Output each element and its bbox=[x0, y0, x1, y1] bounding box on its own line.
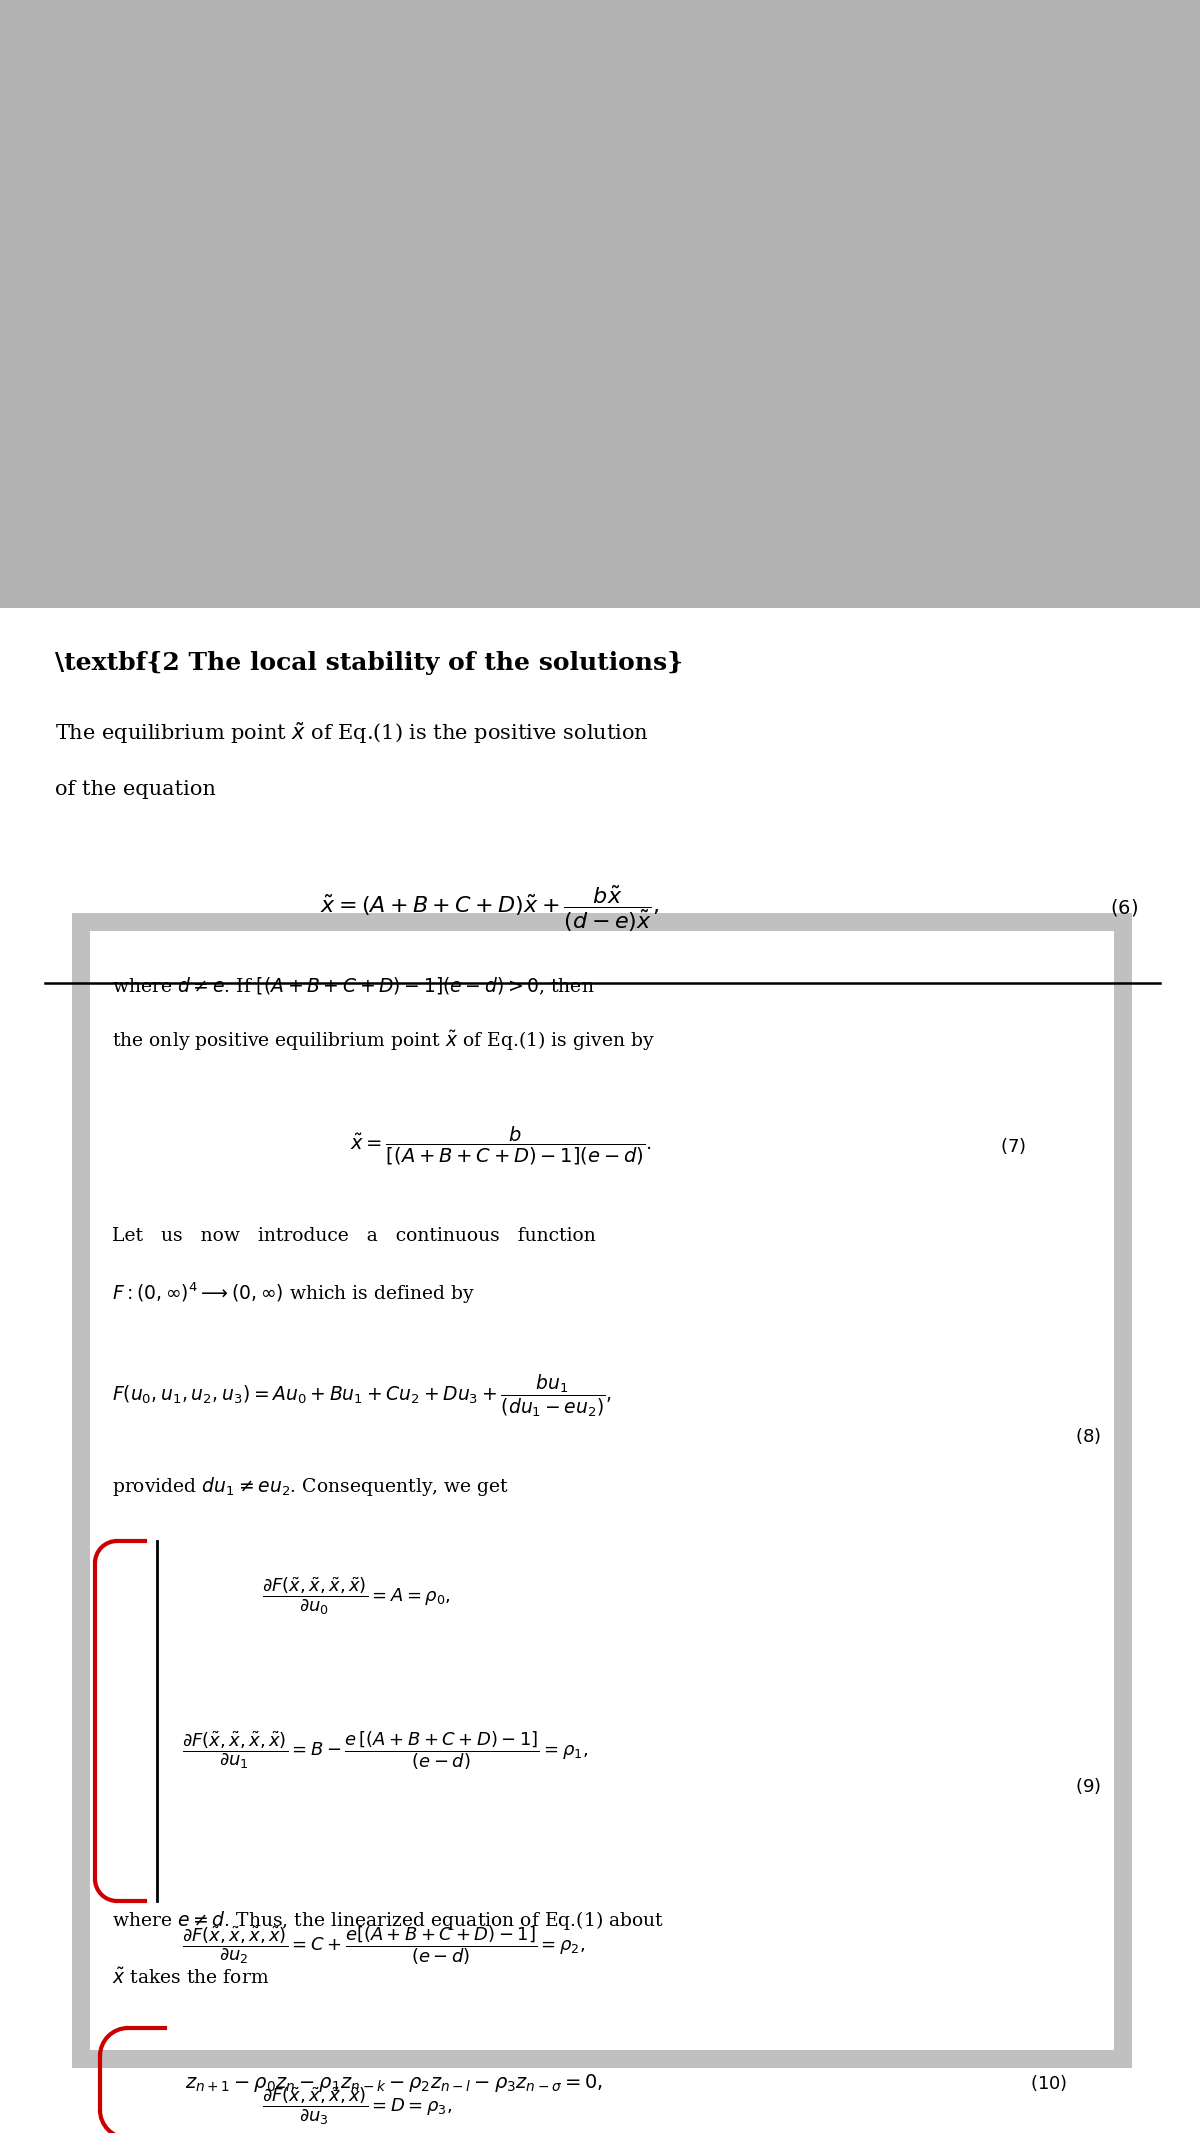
Text: where $d\neq e$. If $[(A+B+C+D)-1](e-d)>0$, then: where $d\neq e$. If $[(A+B+C+D)-1](e-d)>… bbox=[112, 975, 594, 996]
Text: $\dfrac{\partial F(\tilde{x},\tilde{x},\tilde{x},\tilde{x})}{\partial u_2}=C+\df: $\dfrac{\partial F(\tilde{x},\tilde{x},\… bbox=[182, 1924, 586, 1967]
Text: the only positive equilibrium point $\tilde{x}$ of Eq.(1) is given by: the only positive equilibrium point $\ti… bbox=[112, 1028, 655, 1054]
Text: $\dfrac{\partial F(\tilde{x},\tilde{x},\tilde{x},\tilde{x})}{\partial u_0}=A=\rh: $\dfrac{\partial F(\tilde{x},\tilde{x},\… bbox=[262, 1576, 451, 1617]
Text: $(6)$: $(6)$ bbox=[1110, 898, 1138, 919]
Text: $z_{n+1}-\rho_0 z_n-\rho_1 z_{n-k}-\rho_2 z_{n-l}-\rho_3 z_{n-\sigma}=0,$: $z_{n+1}-\rho_0 z_n-\rho_1 z_{n-k}-\rho_… bbox=[185, 2071, 604, 2095]
Text: $F:(0,\infty)^4\longrightarrow(0,\infty)$ which is defined by: $F:(0,\infty)^4\longrightarrow(0,\infty)… bbox=[112, 1280, 475, 1305]
Text: $\tilde{x}=\dfrac{b}{[(A+B+C+D)-1](e-d)}.$: $\tilde{x}=\dfrac{b}{[(A+B+C+D)-1](e-d)}… bbox=[350, 1124, 652, 1167]
Text: $(10)$: $(10)$ bbox=[1030, 2073, 1067, 2092]
Text: where $e\neq d$. Thus, the linearized equation of Eq.(1) about: where $e\neq d$. Thus, the linearized eq… bbox=[112, 1909, 665, 1932]
FancyBboxPatch shape bbox=[90, 930, 1114, 2050]
Text: $\tilde{x}$ takes the form: $\tilde{x}$ takes the form bbox=[112, 1969, 269, 1988]
FancyBboxPatch shape bbox=[0, 608, 1200, 2133]
Text: $\dfrac{\partial F(\tilde{x},\tilde{x},\tilde{x},\tilde{x})}{\partial u_3}=D=\rh: $\dfrac{\partial F(\tilde{x},\tilde{x},\… bbox=[262, 2086, 452, 2127]
Text: The equilibrium point $\tilde{x}$ of Eq.(1) is the positive solution: The equilibrium point $\tilde{x}$ of Eq.… bbox=[55, 721, 649, 747]
Text: $F(u_0,u_1,u_2,u_3)=Au_0+Bu_1+Cu_2+Du_3+\dfrac{bu_1}{(du_1-eu_2)},$: $F(u_0,u_1,u_2,u_3)=Au_0+Bu_1+Cu_2+Du_3+… bbox=[112, 1374, 612, 1418]
FancyBboxPatch shape bbox=[72, 913, 1132, 2069]
Text: $\tilde{x}=(A+B+C+D)\tilde{x}+\dfrac{b\tilde{x}}{(d-e)\tilde{x}},$: $\tilde{x}=(A+B+C+D)\tilde{x}+\dfrac{b\t… bbox=[320, 883, 659, 932]
Text: of the equation: of the equation bbox=[55, 781, 216, 800]
Text: \textbf{2 The local stability of the solutions}: \textbf{2 The local stability of the sol… bbox=[55, 651, 683, 674]
Text: $(9)$: $(9)$ bbox=[1075, 1777, 1100, 1796]
Text: Let   us   now   introduce   a   continuous   function: Let us now introduce a continuous functi… bbox=[112, 1226, 595, 1246]
Text: provided $du_1\neq eu_2$. Consequently, we get: provided $du_1\neq eu_2$. Consequently, … bbox=[112, 1474, 509, 1497]
Text: $(8)$: $(8)$ bbox=[1075, 1427, 1100, 1446]
Text: $(7)$: $(7)$ bbox=[1000, 1137, 1026, 1156]
Text: $\dfrac{\partial F(\tilde{x},\tilde{x},\tilde{x},\tilde{x})}{\partial u_1}=B-\df: $\dfrac{\partial F(\tilde{x},\tilde{x},\… bbox=[182, 1730, 588, 1773]
